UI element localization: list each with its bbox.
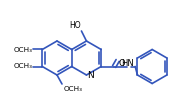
Text: N: N — [88, 70, 94, 79]
Text: OCH₃: OCH₃ — [13, 63, 32, 69]
Text: OCH₃: OCH₃ — [13, 47, 32, 53]
Text: HN: HN — [121, 58, 134, 67]
Text: O: O — [119, 59, 125, 68]
Text: HO: HO — [69, 21, 81, 30]
Text: OCH₃: OCH₃ — [64, 86, 83, 92]
